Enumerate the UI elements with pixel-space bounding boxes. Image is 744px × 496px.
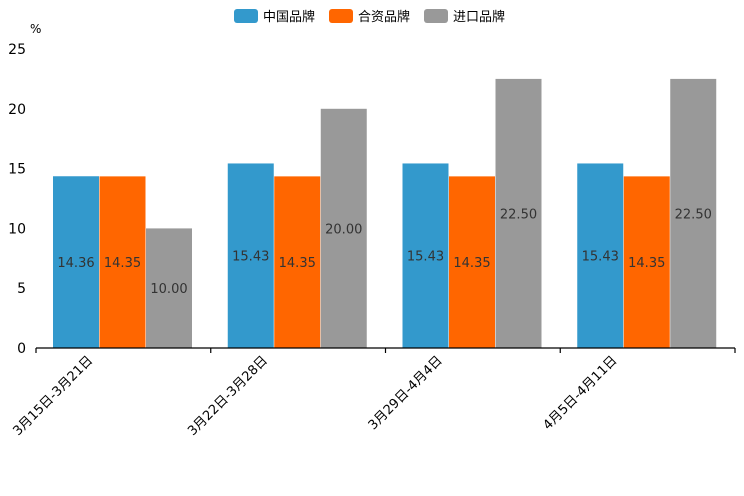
y-tick-label: 20 (8, 102, 26, 118)
bar-value-label: 15.43 (582, 250, 619, 265)
bar-value-label: 15.43 (407, 250, 444, 265)
legend-label-2[interactable]: 合资品牌 (358, 9, 410, 25)
bar-3-3[interactable] (495, 78, 542, 349)
bar-value-label: 14.35 (279, 256, 316, 271)
y-axis-unit-label: % (30, 22, 41, 36)
y-axis: 0 5 10 15 20 25 (8, 42, 26, 357)
bar-labels-group: 14.36 14.35 10.00 15.43 14.35 20.00 15.43 14.35… (57, 207, 711, 297)
legend-label-1[interactable]: 中国品牌 (263, 9, 315, 25)
bar-2-1[interactable] (99, 176, 146, 348)
bar-2-2[interactable] (274, 176, 321, 348)
y-tick-label: 0 (17, 341, 26, 357)
bar-3-2[interactable] (320, 108, 367, 348)
bar-value-label: 14.35 (453, 256, 490, 271)
bar-value-label: 14.35 (104, 256, 141, 271)
bar-value-label: 14.35 (628, 256, 665, 271)
x-category-label: 3月15日-3月21日 (10, 353, 96, 439)
bar-value-label: 22.50 (500, 207, 537, 222)
bar-2-4[interactable] (623, 176, 670, 348)
bar-1-1[interactable] (53, 176, 99, 348)
bar-value-label: 15.43 (232, 250, 269, 265)
x-axis: 3月15日-3月21日 3月22日-3月28日 3月29日-4月4日 4月5日-4月1… (10, 347, 736, 439)
legend-swatch-3[interactable] (424, 9, 448, 23)
x-category-label: 3月29日-4月4日 (366, 353, 446, 433)
x-category-label: 3月22日-3月28日 (185, 353, 271, 439)
legend-swatch-2[interactable] (329, 9, 353, 23)
bars-group (53, 78, 717, 349)
y-tick-label: 25 (8, 42, 26, 58)
bar-value-label: 14.36 (57, 256, 94, 271)
y-tick-label: 10 (8, 221, 26, 237)
x-category-label: 4月5日-4月11日 (541, 353, 621, 433)
bar-3-4[interactable] (670, 78, 717, 349)
legend-swatch-1[interactable] (234, 9, 258, 23)
bar-1-3[interactable] (402, 163, 449, 348)
bar-2-3[interactable] (449, 176, 495, 348)
y-tick-label: 15 (8, 162, 26, 178)
bar-3-1[interactable] (146, 228, 192, 348)
bar-1-4[interactable] (577, 163, 624, 348)
bar-value-label: 10.00 (150, 282, 187, 297)
bar-value-label: 20.00 (325, 222, 362, 237)
y-tick-label: 5 (17, 281, 26, 297)
bar-value-label: 22.50 (675, 207, 712, 222)
bar-1-2[interactable] (227, 163, 274, 348)
legend-label-3[interactable]: 进口品牌 (453, 9, 505, 25)
legend: 中国品牌 合资品牌 进口品牌 (234, 9, 505, 25)
